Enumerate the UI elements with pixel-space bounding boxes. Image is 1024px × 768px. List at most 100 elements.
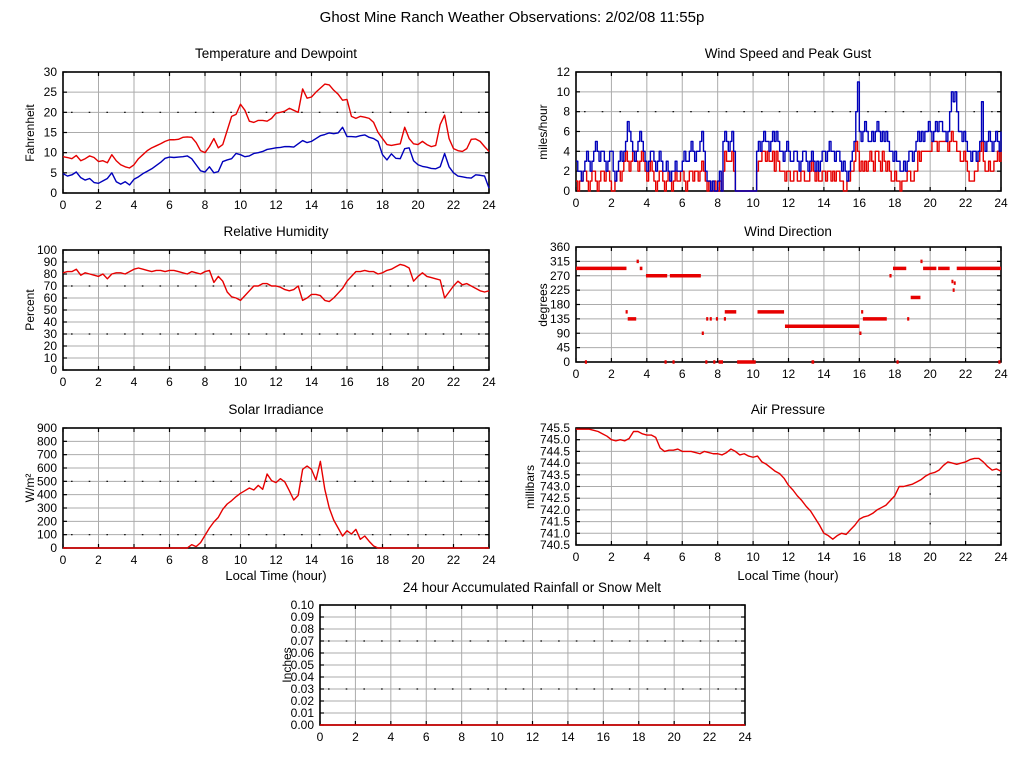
y-tick-label: 2 — [563, 164, 570, 178]
plot-area: 0 2 4 6 8 10 12 14 16 18 20 22 240100200300400500600… — [37, 421, 496, 567]
y-tick-label: 0 — [50, 363, 57, 377]
x-tick-label: 4 — [643, 550, 650, 564]
y-tick-label: 742.5 — [540, 491, 570, 505]
x-tick-label: 8 — [714, 196, 721, 210]
y-tick-label: 0.05 — [291, 658, 315, 672]
x-tick-label: 4 — [131, 553, 138, 567]
y-axis-label: Inches — [280, 647, 294, 682]
x-tick-label: 10 — [746, 196, 760, 210]
y-tick-label: 0.00 — [291, 718, 315, 732]
x-tick-label: 12 — [782, 367, 796, 381]
x-tick-label: 10 — [490, 730, 504, 744]
series-wind-speed — [576, 130, 1002, 192]
x-tick-label: 8 — [714, 367, 721, 381]
x-tick-label: 0 — [60, 553, 67, 567]
chart-title: Solar Irradiance — [228, 402, 323, 417]
x-tick-label: 10 — [234, 553, 248, 567]
y-tick-label: 30 — [44, 327, 58, 341]
x-tick-label: 24 — [994, 367, 1008, 381]
y-axis-label: W/m² — [23, 474, 37, 503]
y-tick-label: 0.01 — [291, 706, 315, 720]
y-tick-label: 200 — [37, 514, 57, 528]
series-air-pressure — [576, 428, 1002, 540]
y-tick-label: 90 — [44, 255, 58, 269]
x-tick-label: 2 — [608, 367, 615, 381]
x-tick-label: 20 — [923, 367, 937, 381]
x-tick-label: 0 — [60, 375, 67, 389]
x-tick-label: 12 — [269, 198, 283, 212]
x-tick-label: 12 — [782, 196, 796, 210]
x-tick-label: 20 — [411, 375, 425, 389]
y-tick-label: 80 — [44, 267, 58, 281]
y-tick-label: 20 — [44, 105, 58, 119]
x-tick-label: 22 — [447, 198, 461, 212]
y-tick-label: 0.08 — [291, 622, 315, 636]
y-tick-label: 12 — [557, 65, 571, 79]
x-tick-label: 18 — [888, 550, 902, 564]
series-solar-irradiance — [63, 460, 489, 549]
x-tick-label: 8 — [202, 375, 209, 389]
x-tick-label: 6 — [679, 367, 686, 381]
y-tick-label: 90 — [557, 326, 571, 340]
x-tick-label: 2 — [95, 553, 102, 567]
chart-title: Relative Humidity — [223, 224, 328, 239]
y-tick-label: 0.06 — [291, 646, 315, 660]
x-tick-label: 20 — [411, 553, 425, 567]
x-tick-label: 10 — [234, 198, 248, 212]
x-tick-label: 20 — [411, 198, 425, 212]
chart-humidity: Relative Humidity Percent 0 2 4 6 8 10 12 14 16 1… — [23, 224, 496, 389]
x-tick-label: 18 — [632, 730, 646, 744]
y-tick-label: 8 — [563, 105, 570, 119]
y-tick-label: 6 — [563, 125, 570, 139]
y-tick-label: 30 — [44, 65, 58, 79]
y-tick-label: 600 — [37, 461, 57, 475]
y-axis-label: miles/hour — [536, 104, 550, 159]
y-tick-label: 744.5 — [540, 444, 570, 458]
x-tick-label: 18 — [888, 367, 902, 381]
x-tick-label: 14 — [561, 730, 575, 744]
y-axis-label: Percent — [23, 289, 37, 331]
y-tick-label: 25 — [44, 85, 58, 99]
chart-rainfall: 24 hour Accumulated Rainfall or Snow Mel… — [280, 580, 752, 744]
x-tick-label: 22 — [959, 550, 973, 564]
y-tick-label: 100 — [37, 243, 57, 257]
y-tick-label: 15 — [44, 126, 58, 140]
series-dewpoint — [62, 126, 490, 189]
y-axis-label: Fahrenheit — [23, 104, 37, 162]
x-tick-label: 6 — [166, 375, 173, 389]
y-tick-label: 360 — [550, 240, 570, 254]
y-tick-label: 315 — [550, 254, 570, 268]
x-tick-label: 2 — [95, 375, 102, 389]
x-tick-label: 4 — [131, 375, 138, 389]
y-tick-label: 0.04 — [291, 670, 315, 684]
y-tick-label: 0 — [563, 184, 570, 198]
series-peak-gust — [576, 81, 1002, 192]
x-tick-label: 16 — [597, 730, 611, 744]
page-title: Ghost Mine Ranch Weather Observations: 2… — [320, 9, 705, 26]
x-tick-label: 10 — [746, 367, 760, 381]
x-tick-label: 0 — [573, 367, 580, 381]
x-tick-label: 2 — [608, 196, 615, 210]
x-tick-label: 24 — [994, 550, 1008, 564]
x-tick-label: 22 — [959, 367, 973, 381]
y-tick-label: 0.02 — [291, 694, 315, 708]
y-tick-label: 700 — [37, 448, 57, 462]
plot-area: 0 2 4 6 8 10 12 14 16 18 20 22 240459013518022527031… — [550, 240, 1008, 381]
x-tick-label: 12 — [526, 730, 540, 744]
y-tick-label: 0 — [50, 541, 57, 555]
x-tick-label: 8 — [202, 198, 209, 212]
plot-area: 0 2 4 6 8 10 12 14 16 18 20 22 24740.5741.0741.5742.… — [540, 421, 1008, 564]
y-tick-label: 135 — [550, 312, 570, 326]
x-tick-label: 16 — [853, 550, 867, 564]
y-tick-label: 745.5 — [540, 421, 570, 435]
x-tick-label: 16 — [340, 375, 354, 389]
x-tick-label: 8 — [202, 553, 209, 567]
chart-title: Wind Direction — [744, 224, 832, 239]
y-tick-label: 0.07 — [291, 634, 315, 648]
x-tick-label: 24 — [482, 553, 496, 567]
x-tick-label: 22 — [959, 196, 973, 210]
